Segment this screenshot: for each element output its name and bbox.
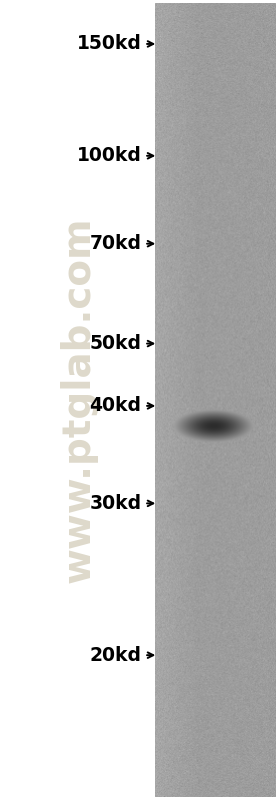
Text: 20kd: 20kd <box>89 646 141 665</box>
Text: www.ptglab.com: www.ptglab.com <box>59 217 97 582</box>
Text: 70kd: 70kd <box>89 234 141 253</box>
Text: 100kd: 100kd <box>76 146 141 165</box>
Text: 50kd: 50kd <box>89 334 141 353</box>
Text: 40kd: 40kd <box>89 396 141 415</box>
Text: 150kd: 150kd <box>76 34 141 54</box>
Text: 30kd: 30kd <box>89 494 141 513</box>
